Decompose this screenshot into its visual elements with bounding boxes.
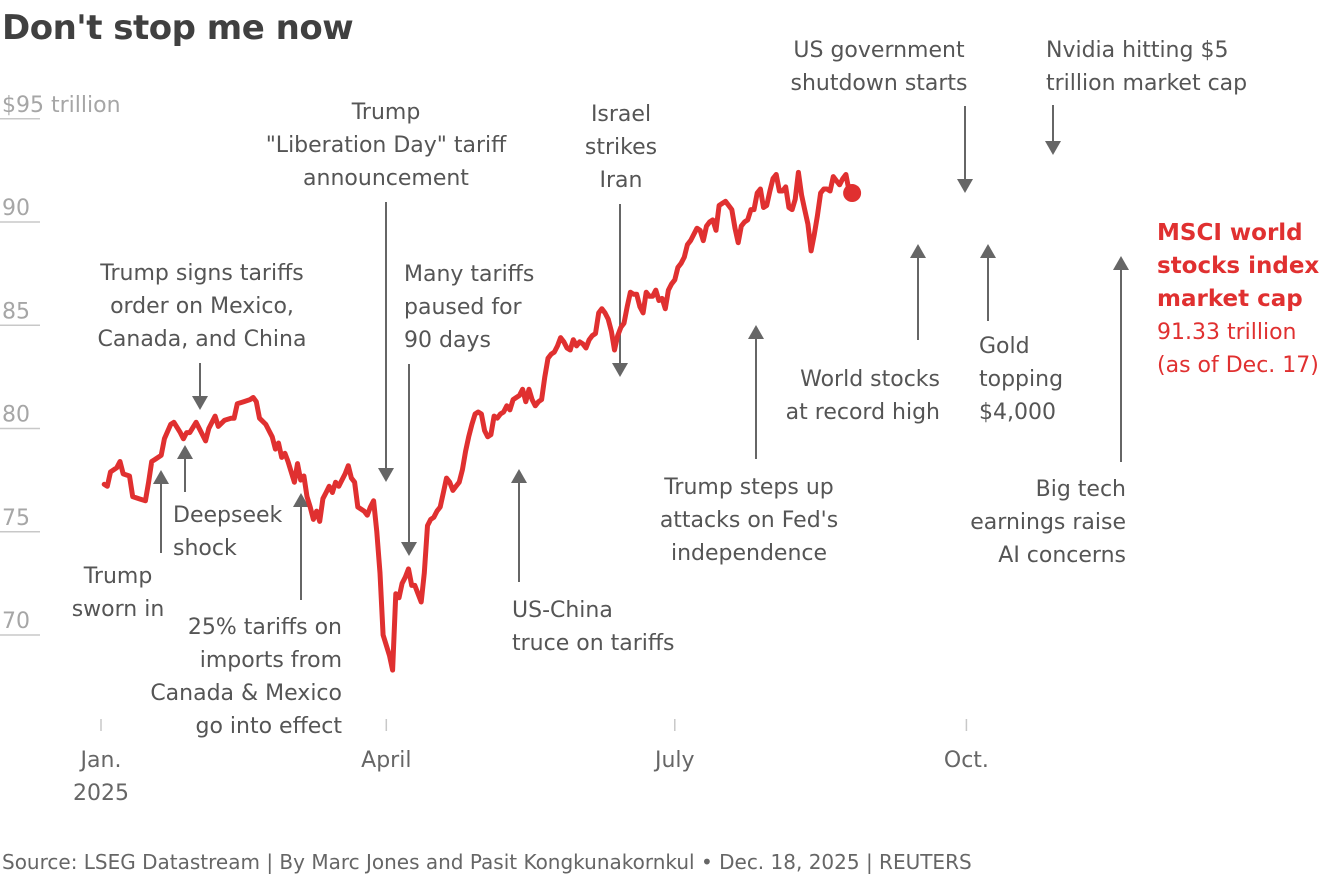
annotation-trump-signs-tariffs: Trump signs tariffs order on Mexico, Canad… <box>98 261 307 410</box>
end-label-title: MSCI world <box>1157 220 1303 246</box>
annotation-trump-fed: Trump steps up attacks on Fed's independen… <box>660 325 838 566</box>
annotation-text: sworn in <box>72 597 165 622</box>
annotation-gold-topping: Gold topping $4,000 <box>979 244 1063 425</box>
annotation-trump-sworn-in: Trump sworn in <box>72 470 169 622</box>
annotation-text: Many tariffs <box>404 262 534 287</box>
annotation-text: truce on tariffs <box>512 631 675 656</box>
annotation-text: 90 days <box>404 328 491 353</box>
annotation-text: shutdown starts <box>790 71 967 96</box>
arrowhead-icon <box>612 363 628 377</box>
y-tick-label: 80 <box>2 403 30 428</box>
arrowhead-icon <box>980 244 996 258</box>
annotation-text: Israel <box>591 102 651 127</box>
annotation-text: US-China <box>512 598 613 623</box>
annotation-text: topping <box>979 367 1063 392</box>
y-axis: $95 trillion 90 85 80 75 70 <box>0 93 121 636</box>
annotation-text: 25% tariffs on <box>188 615 342 640</box>
x-tick-label: Jan. <box>79 748 122 773</box>
annotation-text: "Liberation Day" tariff <box>266 133 507 158</box>
x-axis: Jan. 2025 April July Oct. <box>73 719 989 806</box>
series-line-msci-world <box>101 169 852 673</box>
annotation-text: Trump signs tariffs <box>99 261 303 286</box>
end-label: MSCI world stocks index market cap 91.33 tr… <box>1157 220 1319 378</box>
annotation-text: Trump <box>351 100 421 125</box>
annotation-text: Nvidia hitting $5 <box>1046 38 1228 63</box>
annotation-liberation-day: Trump "Liberation Day" tariff announcement <box>266 100 507 482</box>
y-tick-label: $95 trillion <box>2 93 121 118</box>
arrowhead-icon <box>1113 256 1129 270</box>
x-tick-label: April <box>361 748 411 773</box>
arrowhead-icon <box>748 325 764 339</box>
annotation-text: AI concerns <box>998 543 1126 568</box>
end-point-marker <box>843 184 862 203</box>
annotation-us-china-truce: US-China truce on tariffs <box>511 469 675 656</box>
annotation-text: World stocks <box>800 367 940 392</box>
y-unit-label: trillion <box>44 93 121 118</box>
y-tick-label: 85 <box>2 299 30 324</box>
annotation-big-tech-earnings: Big tech earnings raise AI concerns <box>970 256 1129 568</box>
annotation-text: Canada, and China <box>98 327 307 352</box>
source-note: Source: LSEG Datastream | By Marc Jones … <box>2 850 972 874</box>
annotation-tariffs-paused: Many tariffs paused for 90 days <box>401 262 534 556</box>
annotation-text: Iran <box>600 168 643 193</box>
annotation-text: strikes <box>585 135 657 160</box>
annotation-text: earnings raise <box>970 510 1126 535</box>
annotation-text: $4,000 <box>979 400 1056 425</box>
x-tick-label: Oct. <box>944 748 989 773</box>
arrowhead-icon <box>153 470 169 484</box>
y-tick-label: 90 <box>2 196 30 221</box>
annotations: Trump sworn in Deepseek shock Trump signs ta… <box>72 38 1247 739</box>
arrowhead-icon <box>511 469 527 483</box>
arrowhead-icon <box>293 493 309 507</box>
annotation-nvidia-5-trillion: Nvidia hitting $5 trillion market cap <box>1045 38 1247 155</box>
end-label-title: market cap <box>1157 286 1303 312</box>
annotation-25-pct-tariffs: 25% tariffs on imports from Canada & Mexic… <box>150 493 342 739</box>
arrowhead-icon <box>1045 141 1061 155</box>
annotation-us-shutdown: US government shutdown starts <box>790 38 973 193</box>
annotation-text: at record high <box>786 400 940 425</box>
arrowhead-icon <box>957 179 973 193</box>
y-tick-label: 75 <box>2 506 30 531</box>
annotation-text: paused for <box>404 295 523 320</box>
arrowhead-icon <box>192 396 208 410</box>
annotation-text: imports from <box>200 648 342 673</box>
annotation-text: Trump steps up <box>663 475 834 500</box>
annotation-text: independence <box>671 541 827 566</box>
annotation-text: US government <box>793 38 965 63</box>
annotation-text: announcement <box>303 166 469 191</box>
arrowhead-icon <box>378 468 394 482</box>
annotation-text: Big tech <box>1036 477 1126 502</box>
annotation-text: trillion market cap <box>1046 71 1247 96</box>
series-layer <box>101 169 862 673</box>
annotation-text: order on Mexico, <box>110 294 294 319</box>
arrowhead-icon <box>910 244 926 258</box>
chart-title: Don't stop me now <box>2 8 354 48</box>
annotation-text: go into effect <box>195 714 342 739</box>
annotation-text: attacks on Fed's <box>660 508 838 533</box>
annotation-deepseek-shock: Deepseek shock <box>173 445 283 561</box>
annotation-text: Trump <box>83 564 153 589</box>
end-label-title: stocks index <box>1157 253 1319 279</box>
annotation-text: Canada & Mexico <box>150 681 342 706</box>
annotation-text: shock <box>173 536 237 561</box>
y-tick-label: 70 <box>2 609 30 634</box>
annotation-text: Deepseek <box>173 503 283 528</box>
arrowhead-icon <box>177 445 193 459</box>
x-tick-label: 2025 <box>73 781 129 806</box>
end-label-value: 91.33 trillion <box>1157 320 1297 345</box>
arrowhead-icon <box>401 542 417 556</box>
annotation-world-stocks-record: World stocks at record high <box>786 244 940 425</box>
annotation-text: Gold <box>979 334 1030 359</box>
x-tick-label: July <box>653 748 695 773</box>
end-label-date: (as of Dec. 17) <box>1157 353 1319 378</box>
